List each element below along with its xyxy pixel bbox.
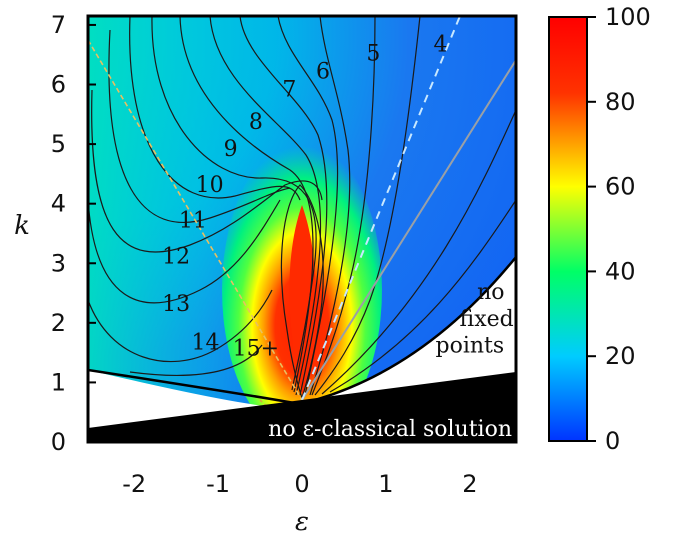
contour-lines [88,16,516,401]
colorbar-tick-label: 0 [605,427,620,455]
colorbar [548,16,588,442]
contour-line-4 [314,16,421,396]
colorbar-tick-label: 40 [605,257,636,285]
region-label: no [477,280,504,305]
contour-line-14 [91,89,323,253]
region-label: fixed [460,307,514,332]
x-tick-label: 1 [378,470,393,498]
colorbar-tick-label: 20 [605,342,636,370]
contour-line-15b [129,344,263,376]
y-tick-label: 2 [51,309,66,337]
y-tick-label: 3 [51,249,66,277]
colorbar-tick-label: 100 [605,3,651,31]
x-tick-label: -1 [206,470,230,498]
x-tick-label: 2 [462,470,477,498]
y-tick-label: 5 [51,130,66,158]
contour-label: 6 [316,60,330,85]
colorbar-tick-label: 80 [605,88,636,116]
contour-line-7 [277,16,339,396]
contour-line-8 [239,16,328,396]
contour-label: 14 [191,331,219,356]
contour-label: 7 [282,77,296,102]
contour-line-14b [88,199,281,304]
contour-label: 4 [433,33,447,58]
contour-label: 11 [179,209,207,234]
y-tick-label: 0 [51,428,66,456]
contour-line-right-1 [329,199,516,393]
x-axis-label: ε [295,507,309,537]
x-tick-label: 0 [294,470,309,498]
y-tick-label: 1 [51,368,66,396]
region-boundary-upper [88,256,516,406]
y-axis-label: k [14,211,30,241]
guide-solid-right [301,59,516,401]
region-no-classical-solution [88,372,516,442]
y-tick-label: 6 [51,71,66,99]
y-tick-label: 4 [51,190,66,218]
contour-label: 8 [249,110,263,135]
y-axis: 0 1 2 3 4 5 6 7 [51,11,96,456]
contour-line-15 [88,289,273,363]
region-label: points [436,334,505,359]
region-label-no-classical-solution: no ε-classical solution [268,417,512,442]
x-axis: -2 -1 0 1 2 [122,434,477,498]
contour-line-right-2 [321,109,516,395]
contour-line-5 [311,16,376,396]
guide-dashed-left [88,39,303,401]
contour-line-9 [209,16,322,396]
y-tick-label: 7 [51,11,66,39]
colorbar-tick-label: 60 [605,173,636,201]
contour-label: 15+ [233,337,279,362]
contour-label: 10 [196,173,224,198]
contour-label: 12 [162,244,190,269]
contour-line-13 [108,29,291,223]
contour-label: 9 [224,137,238,162]
contour-label: 5 [366,42,380,67]
x-tick-label: -2 [122,470,146,498]
colorbar-ticks: 0 20 40 60 80 100 [587,3,651,455]
contour-label: 13 [162,292,190,317]
contour-line-6 [309,16,351,396]
